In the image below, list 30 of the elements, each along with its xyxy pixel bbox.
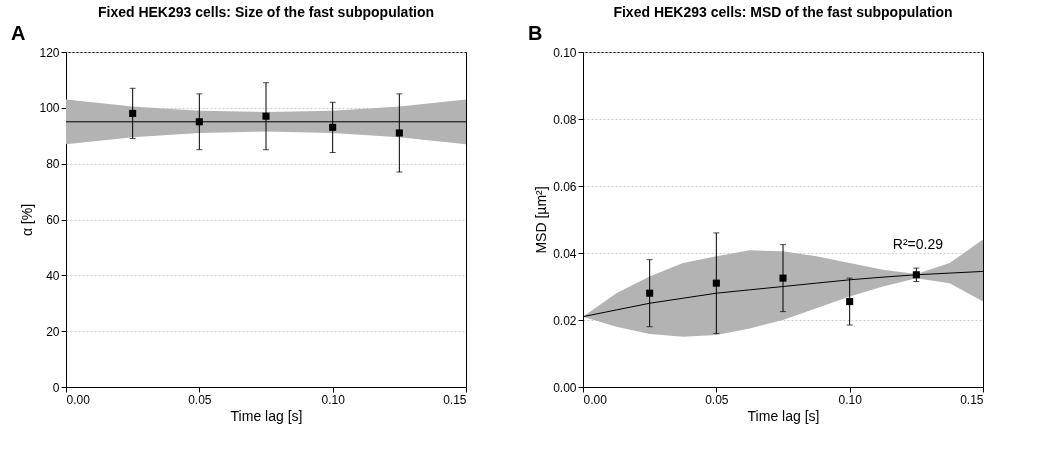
y-tick-label: 60 bbox=[46, 213, 60, 227]
y-tick-label: 0.06 bbox=[553, 179, 577, 194]
y-tick-label: 80 bbox=[46, 157, 60, 172]
text: A bbox=[11, 22, 26, 44]
y-tick-label: 120 bbox=[39, 45, 60, 60]
annotation: R²=0.29 bbox=[892, 236, 944, 252]
y-tick-label: 40 bbox=[46, 268, 60, 283]
chart-title: Fixed HEK293 cells: Size of the fast subpopulation bbox=[97, 4, 435, 20]
y-tick-label: 100 bbox=[39, 101, 60, 116]
x-tick-label: 0.00 bbox=[583, 392, 608, 407]
y-tick-label: 20 bbox=[46, 324, 60, 339]
chart-title: Fixed HEK293 cells: MSD of the fast subpopulation bbox=[613, 4, 953, 20]
x-tick-label: 0.05 bbox=[188, 392, 212, 407]
x-tick-label: 0.10 bbox=[321, 392, 346, 407]
y-tick-label: 0.08 bbox=[553, 112, 577, 127]
y-axis-title: α [%] bbox=[19, 203, 36, 237]
y-tick-label: 0.02 bbox=[553, 313, 577, 328]
text: B bbox=[528, 22, 543, 44]
x-tick-label: 0.10 bbox=[838, 392, 863, 407]
x-axis-title: Time lag [s] bbox=[230, 407, 303, 424]
y-tick-label: 0.10 bbox=[553, 45, 577, 60]
x-tick-label: 0.15 bbox=[960, 392, 984, 407]
y-tick-label: 0.04 bbox=[553, 246, 577, 261]
x-tick-label: 0.00 bbox=[66, 392, 91, 407]
x-tick-label: 0.15 bbox=[443, 392, 467, 407]
x-tick-label: 0.05 bbox=[705, 392, 729, 407]
y-tick-label: 0.00 bbox=[553, 380, 577, 395]
y-axis-title: MSD [µm²] bbox=[533, 186, 550, 254]
y-tick-label: 0 bbox=[52, 380, 60, 395]
x-axis-title: Time lag [s] bbox=[747, 407, 820, 424]
